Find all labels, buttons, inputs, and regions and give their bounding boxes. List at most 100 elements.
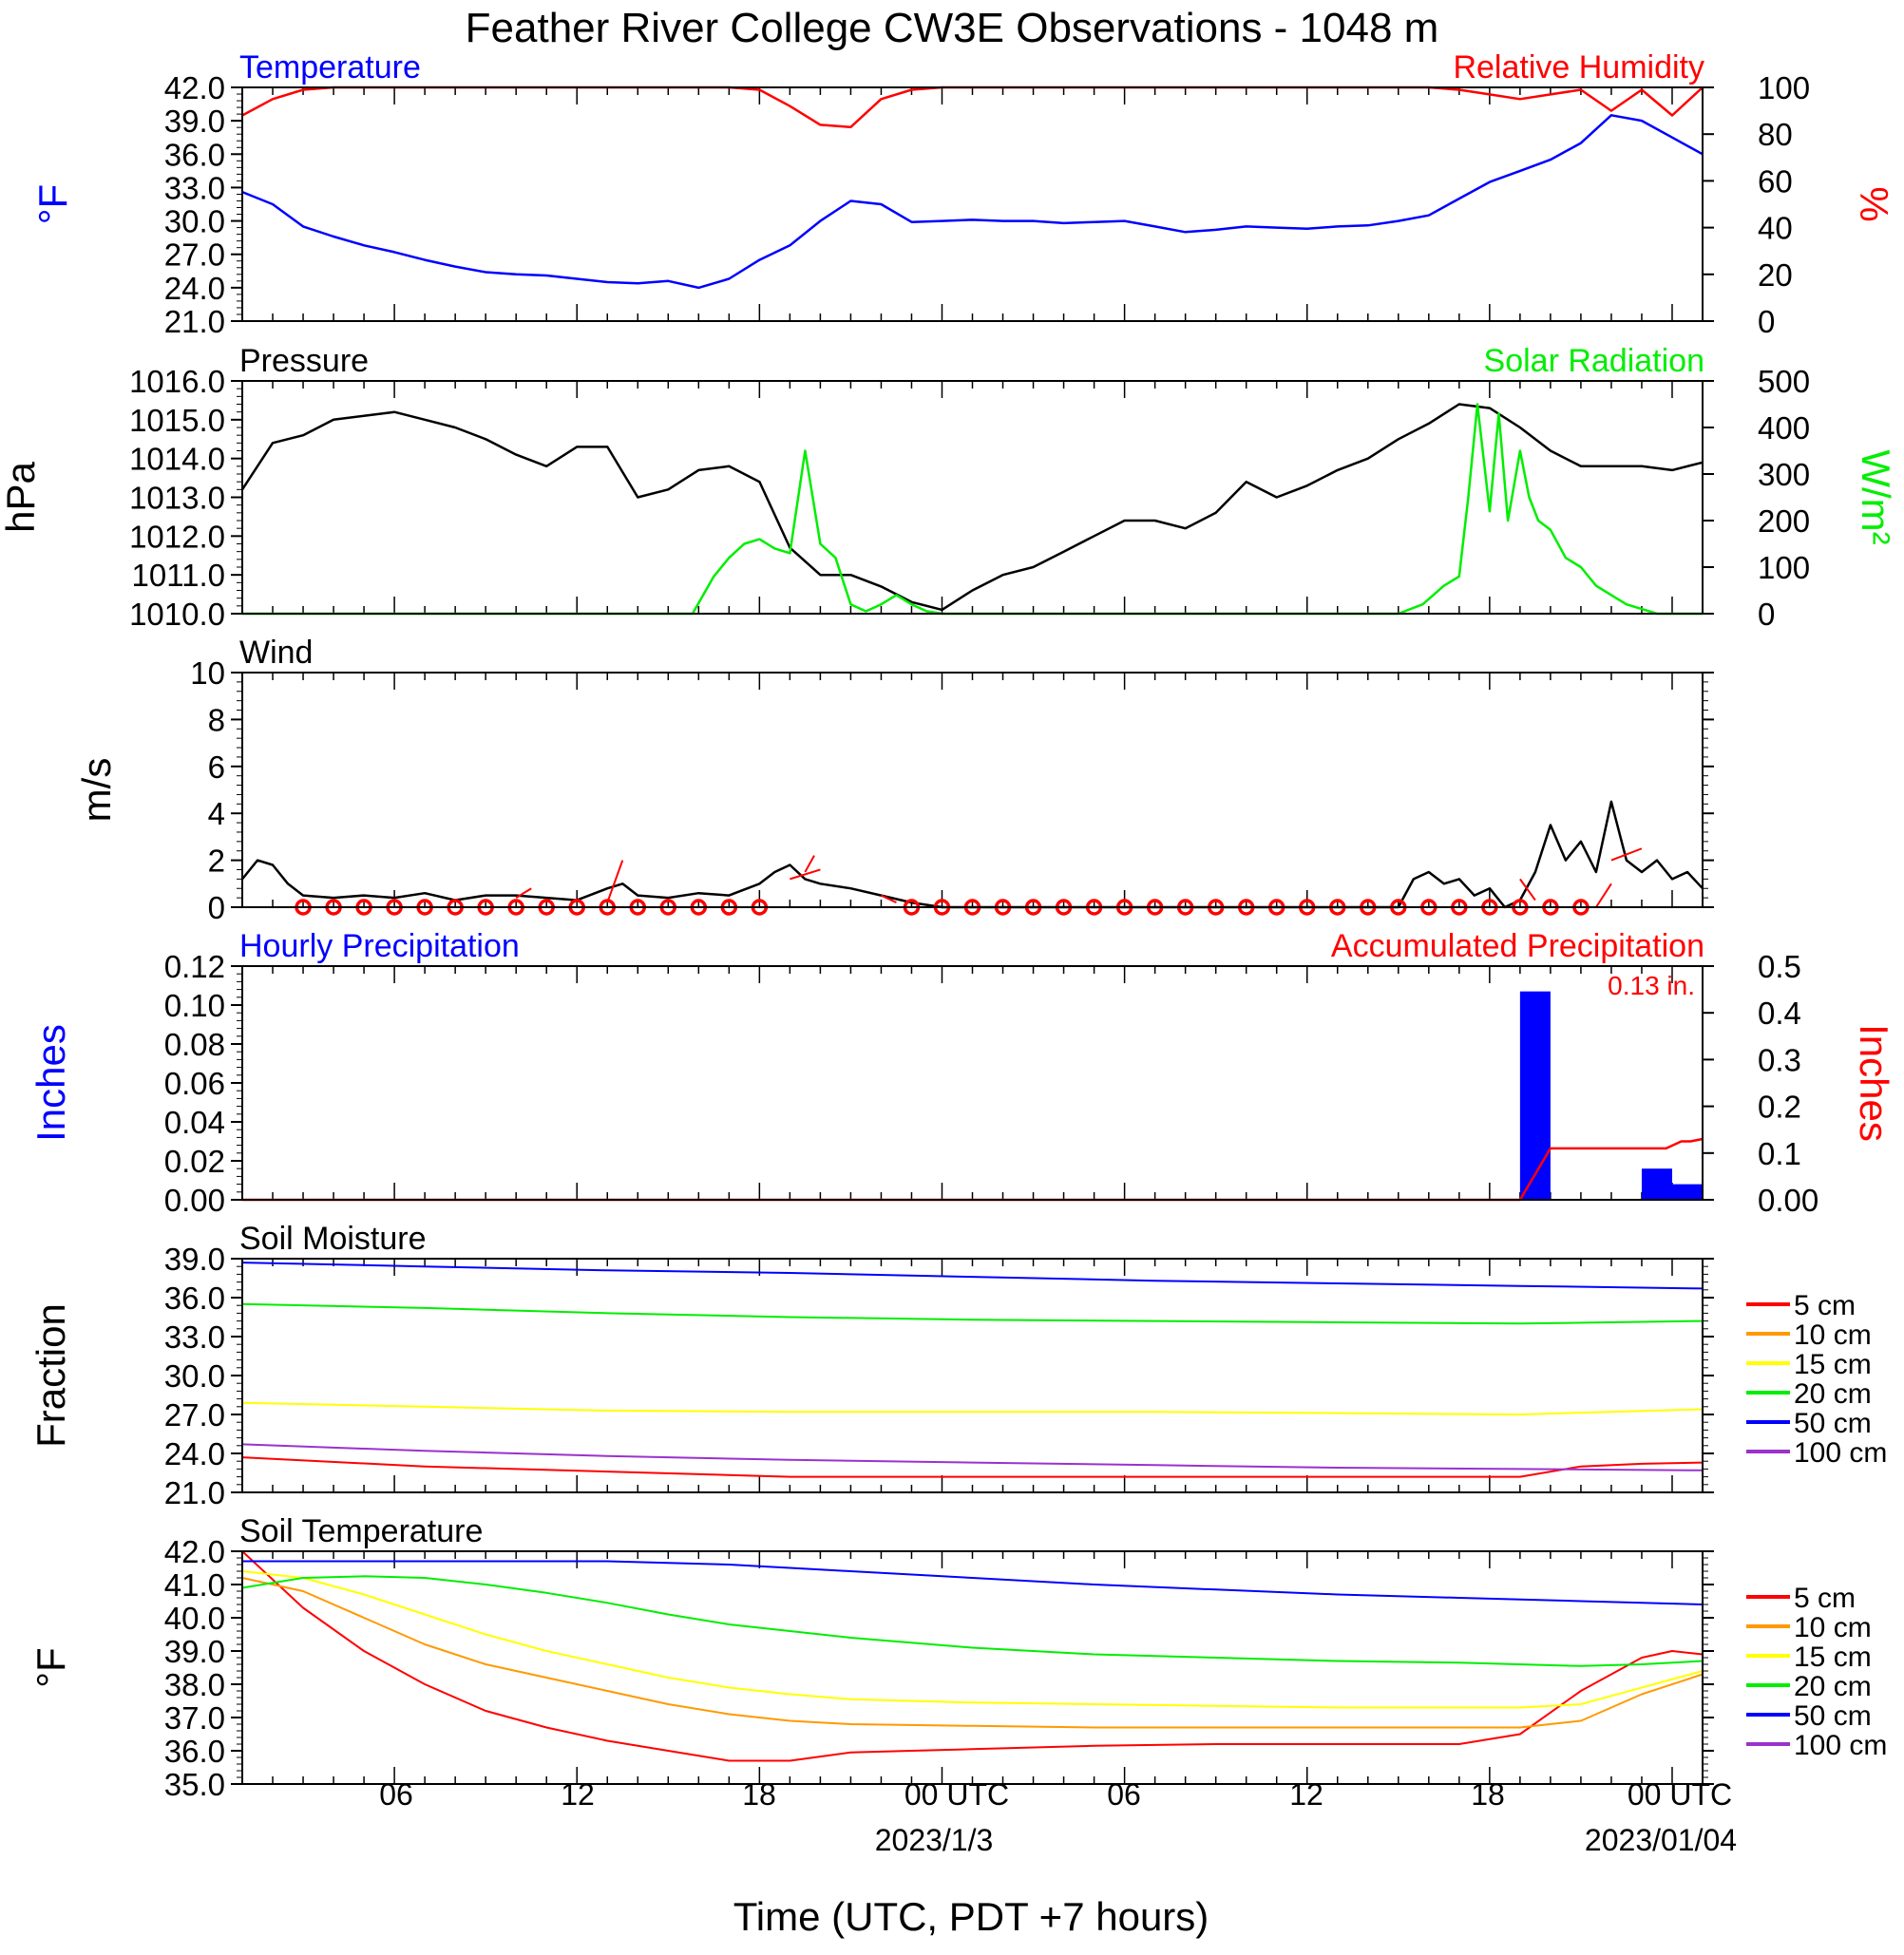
y-tick-label-left: 0.06	[164, 1066, 225, 1101]
y-tick-label-right: 80	[1758, 117, 1793, 152]
panel-frame	[241, 1258, 1704, 1493]
y-tick-label-left: 36.0	[164, 137, 225, 172]
x-date-label-1: 2023/01/04	[1585, 1823, 1737, 1857]
y-tick-label-left: 33.0	[164, 170, 225, 205]
panel-title-right: Solar Radiation	[1484, 343, 1704, 379]
legend-label-5: 100 cm	[1794, 1437, 1887, 1469]
y-axis-title-left: °F	[29, 1647, 73, 1687]
legend-label-3: 20 cm	[1794, 1671, 1872, 1702]
x-axis-title: Time (UTC, PDT +7 hours)	[733, 1894, 1209, 1939]
panel-precip: 0.00 0.02 0.04 0.06 0.08 0.10 0.12 0.00 0.1 0.2 0.…	[29, 928, 1896, 1218]
y-tick-label-right: 0.1	[1758, 1136, 1801, 1171]
wind-barb	[1519, 878, 1536, 902]
legend-label-2: 15 cm	[1794, 1349, 1872, 1380]
y-tick-label-left: 37.0	[164, 1700, 225, 1736]
panel-title-left: Hourly Precipitation	[239, 928, 520, 964]
y-tick-label-left: 40.0	[164, 1601, 225, 1636]
series-line-pressure	[240, 403, 1704, 612]
wind-barb	[790, 868, 821, 881]
y-tick-label-right: 300	[1758, 457, 1810, 492]
series-line-wind	[241, 800, 1704, 909]
y-tick-label-right: 0	[1758, 597, 1775, 632]
y-tick-label-left: 1011.0	[132, 558, 225, 593]
y-tick-label-left: 36.0	[164, 1281, 225, 1316]
panel-title-left: Soil Temperature	[239, 1513, 483, 1549]
x-tick-label-5: 12	[1289, 1777, 1323, 1812]
y-tick-label-left: 42.0	[164, 1534, 225, 1569]
y-tick-label-left: 38.0	[164, 1667, 225, 1702]
y-tick-label-left: 33.0	[164, 1319, 225, 1355]
wind-barb	[804, 855, 815, 873]
series-line-20-cm	[241, 1575, 1704, 1667]
figure-title: Feather River College CW3E Observations …	[466, 5, 1439, 51]
y-tick-label-right: 0.5	[1758, 949, 1801, 984]
y-tick-label-left: 30.0	[164, 1358, 225, 1394]
y-tick-label-left: 0.00	[164, 1183, 225, 1218]
legend-label-0: 5 cm	[1794, 1583, 1856, 1614]
y-tick-label-left: 21.0	[164, 1475, 225, 1510]
y-tick-label-left: 41.0	[164, 1567, 225, 1603]
y-tick-label-left: 0.10	[164, 988, 225, 1023]
x-tick-label-2: 18	[742, 1777, 776, 1812]
x-tick-label-1: 12	[561, 1777, 595, 1812]
wind-barb	[515, 887, 532, 899]
y-tick-label-left: 0.04	[164, 1105, 225, 1140]
wind-barb	[881, 894, 897, 903]
panel-soil_moisture: 21.0 24.027.030.033.036.0 39.0 Soil Moistur…	[29, 1221, 1887, 1510]
y-tick-label-left: 24.0	[164, 1436, 225, 1471]
y-axis-title-left: Fraction	[29, 1303, 73, 1448]
legend-label-4: 50 cm	[1794, 1700, 1872, 1732]
y-tick-label-right: 0.4	[1758, 996, 1801, 1031]
y-tick-label-left: 8	[208, 702, 225, 737]
series-line-temperature	[241, 114, 1704, 290]
legend-label-5: 100 cm	[1794, 1730, 1887, 1761]
panel-soil_temperature: 35.036.037.038.039.040.041.042.0 Soil Tem…	[29, 1513, 1887, 1802]
y-tick-label-left: 1010.0	[129, 597, 225, 632]
y-tick-label-right: 400	[1758, 410, 1810, 446]
y-axis-title-left: m/s	[74, 758, 119, 823]
series-line-solar-radiation	[242, 403, 1703, 616]
y-axis-title-left: Inches	[29, 1024, 73, 1142]
y-axis-title-right: W/m²	[1854, 449, 1898, 544]
legend-label-2: 15 cm	[1794, 1642, 1872, 1673]
y-tick-label-left: 36.0	[164, 1734, 225, 1769]
series-line-15-cm	[241, 1570, 1704, 1709]
y-tick-label-right: 0.2	[1758, 1090, 1801, 1125]
y-tick-label-left: 1013.0	[129, 481, 225, 516]
y-tick-label-left: 39.0	[164, 104, 225, 139]
y-tick-label-left: 0	[208, 890, 225, 925]
y-tick-label-left: 21.0	[164, 304, 225, 339]
x-tick-label-4: 06	[1107, 1777, 1141, 1812]
y-tick-label-left: 4	[208, 796, 225, 831]
series-line-50-cm	[241, 1262, 1704, 1290]
y-tick-label-left: 10	[190, 655, 225, 691]
y-tick-label-left: 1016.0	[129, 364, 225, 399]
y-axis-title-right: Inches	[1852, 1024, 1896, 1142]
precip-bar-2	[1671, 1184, 1703, 1200]
x-tick-label-3: 00 UTC	[904, 1777, 1009, 1812]
legend-label-1: 10 cm	[1794, 1612, 1872, 1643]
x-date-label-0: 2023/1/3	[875, 1823, 994, 1857]
y-tick-label-right: 20	[1758, 257, 1793, 293]
y-tick-label-left: 39.0	[164, 1634, 225, 1669]
y-tick-label-right: 200	[1758, 503, 1810, 539]
y-tick-label-left: 0.08	[164, 1027, 225, 1062]
x-tick-label-6: 18	[1471, 1777, 1505, 1812]
y-tick-label-right: 100	[1758, 550, 1810, 585]
accumulated-total-label: 0.13 in.	[1608, 971, 1695, 1000]
panel-title-right: Relative Humidity	[1453, 49, 1704, 85]
series-line-20-cm	[241, 1302, 1704, 1325]
y-tick-label-left: 1014.0	[129, 442, 225, 477]
y-tick-label-left: 1015.0	[129, 403, 225, 438]
panel-wind: 0 2 4 6 8 10 Wind m/s	[74, 635, 1714, 925]
y-tick-label-right: 0	[1758, 304, 1775, 339]
y-tick-label-right: 0.00	[1758, 1183, 1818, 1218]
wind-barb	[1610, 847, 1643, 862]
y-axis-title-left: hPa	[0, 461, 43, 532]
precip-bar-0	[1519, 991, 1551, 1200]
series-line-50-cm	[242, 1560, 1704, 1605]
legend-label-1: 10 cm	[1794, 1319, 1872, 1351]
panel-frame	[241, 672, 1704, 908]
